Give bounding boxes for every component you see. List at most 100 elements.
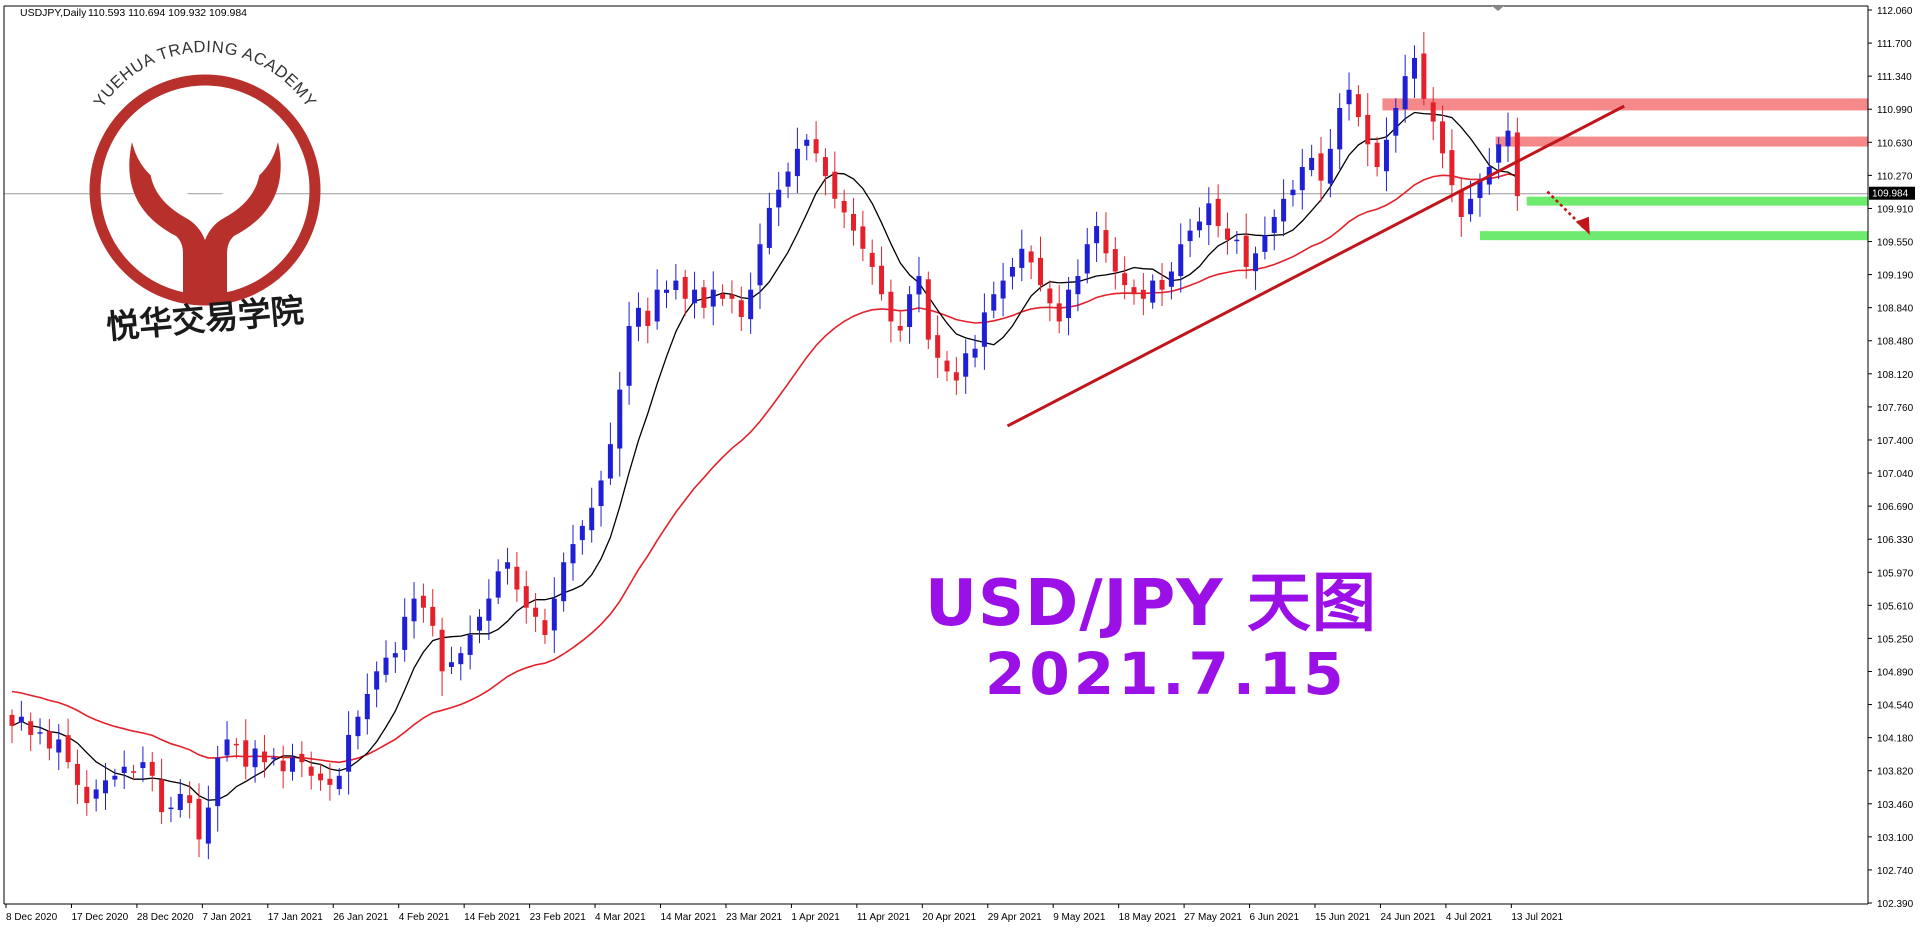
y-tick-label: 106.330 [1877,535,1914,546]
candle-body [542,620,548,635]
candle-body [1468,198,1474,215]
candle-body [505,562,511,569]
candle-body [673,280,679,290]
candle-body [720,293,726,299]
y-tick-label: 110.990 [1877,105,1913,116]
x-tick-label: 17 Dec 2020 [71,912,128,923]
candle-body [1412,57,1417,79]
candle-body [374,671,380,690]
candle-body [692,289,698,304]
candle-body [140,762,146,769]
y-tick-label: 104.180 [1877,734,1914,745]
candle-body [477,616,482,631]
header-symbol: USDJPY,Daily [20,7,87,19]
candle-body [570,544,576,564]
candle-body [1327,148,1333,184]
candle-body [851,213,856,231]
candle-body [205,807,211,844]
x-tick-label: 9 May 2021 [1053,912,1106,923]
candle-body [308,766,314,776]
y-tick-label: 107.040 [1877,469,1914,480]
candle-body [355,716,361,737]
candle-body [1430,102,1436,122]
candle-body [598,480,604,507]
candle-body [1514,132,1520,197]
candle-body [458,653,464,665]
candle-body [1225,228,1230,240]
candle-body [1028,251,1034,263]
candle-body [1168,271,1174,287]
candle-body [1140,289,1146,299]
candle-body [411,598,417,622]
candle-body [1000,280,1006,299]
overlay-title: USD/JPY 天图 [925,567,1377,641]
candle-body [486,598,492,621]
y-tick-label: 105.970 [1877,568,1914,579]
projection-arrow-head [1575,216,1590,235]
x-tick-label: 14 Mar 2021 [661,912,718,923]
candle-body [1075,276,1081,295]
y-tick-label: 108.480 [1877,337,1914,348]
candle-body [327,778,333,785]
price-levels [1382,98,1868,241]
candle-body [1383,139,1389,172]
y-tick-label: 109.550 [1877,238,1914,249]
candle-body [1112,249,1118,272]
candle-body [533,607,539,617]
scroll-marker-icon[interactable] [1492,6,1504,11]
candle-body [664,289,669,293]
y-tick-label: 108.120 [1877,370,1914,381]
candle-body [785,171,791,187]
candle-body [1084,244,1090,274]
candle-body [1215,198,1221,227]
candle-body [757,244,763,286]
last-price-label: 109.984 [1872,189,1909,200]
candle-body [1262,235,1268,252]
candle-body [766,207,772,248]
candle-body [18,716,24,723]
candle-body [1150,280,1156,303]
candle-body [467,634,473,655]
resistance-zone-upper [1382,98,1868,111]
candle-body [9,714,15,726]
candle-body [336,775,342,790]
candle-body [1309,157,1315,171]
candle-body [1318,153,1324,181]
candle-body [1374,142,1380,168]
x-tick-label: 4 Jul 2021 [1446,912,1493,923]
x-tick-label: 6 Jun 2021 [1250,912,1300,923]
resistance-zone-lower [1495,136,1868,147]
candle-body [1393,107,1399,136]
candle-body [187,795,193,804]
y-tick-label: 109.910 [1877,204,1914,215]
candle-body [290,757,295,772]
candle-body [364,694,370,720]
x-tick-label: 4 Feb 2021 [399,912,450,923]
candle-body [1281,198,1287,222]
candle-body [346,734,352,772]
candle-body [1206,203,1212,226]
candle-body [168,807,174,810]
candle-body [944,360,950,372]
candle-body [1094,226,1100,244]
candle-body [953,372,959,381]
overlay-date: 2021.7.15 [985,640,1348,708]
candle-body [215,757,221,807]
candle-body [794,148,800,177]
candle-body [813,139,819,154]
y-tick-label: 110.270 [1877,171,1913,182]
y-tick-label: 111.700 [1877,39,1912,50]
candle-body [991,294,997,311]
candle-body [1271,216,1277,233]
candle-body [981,312,987,347]
candle-body [224,739,230,756]
candle-body [916,276,922,295]
support-zone-upper [1526,196,1868,206]
x-tick-label: 24 Jun 2021 [1380,912,1435,923]
x-tick-label: 17 Jan 2021 [268,912,323,923]
candle-body [1458,189,1464,217]
candle-body [1253,253,1259,272]
